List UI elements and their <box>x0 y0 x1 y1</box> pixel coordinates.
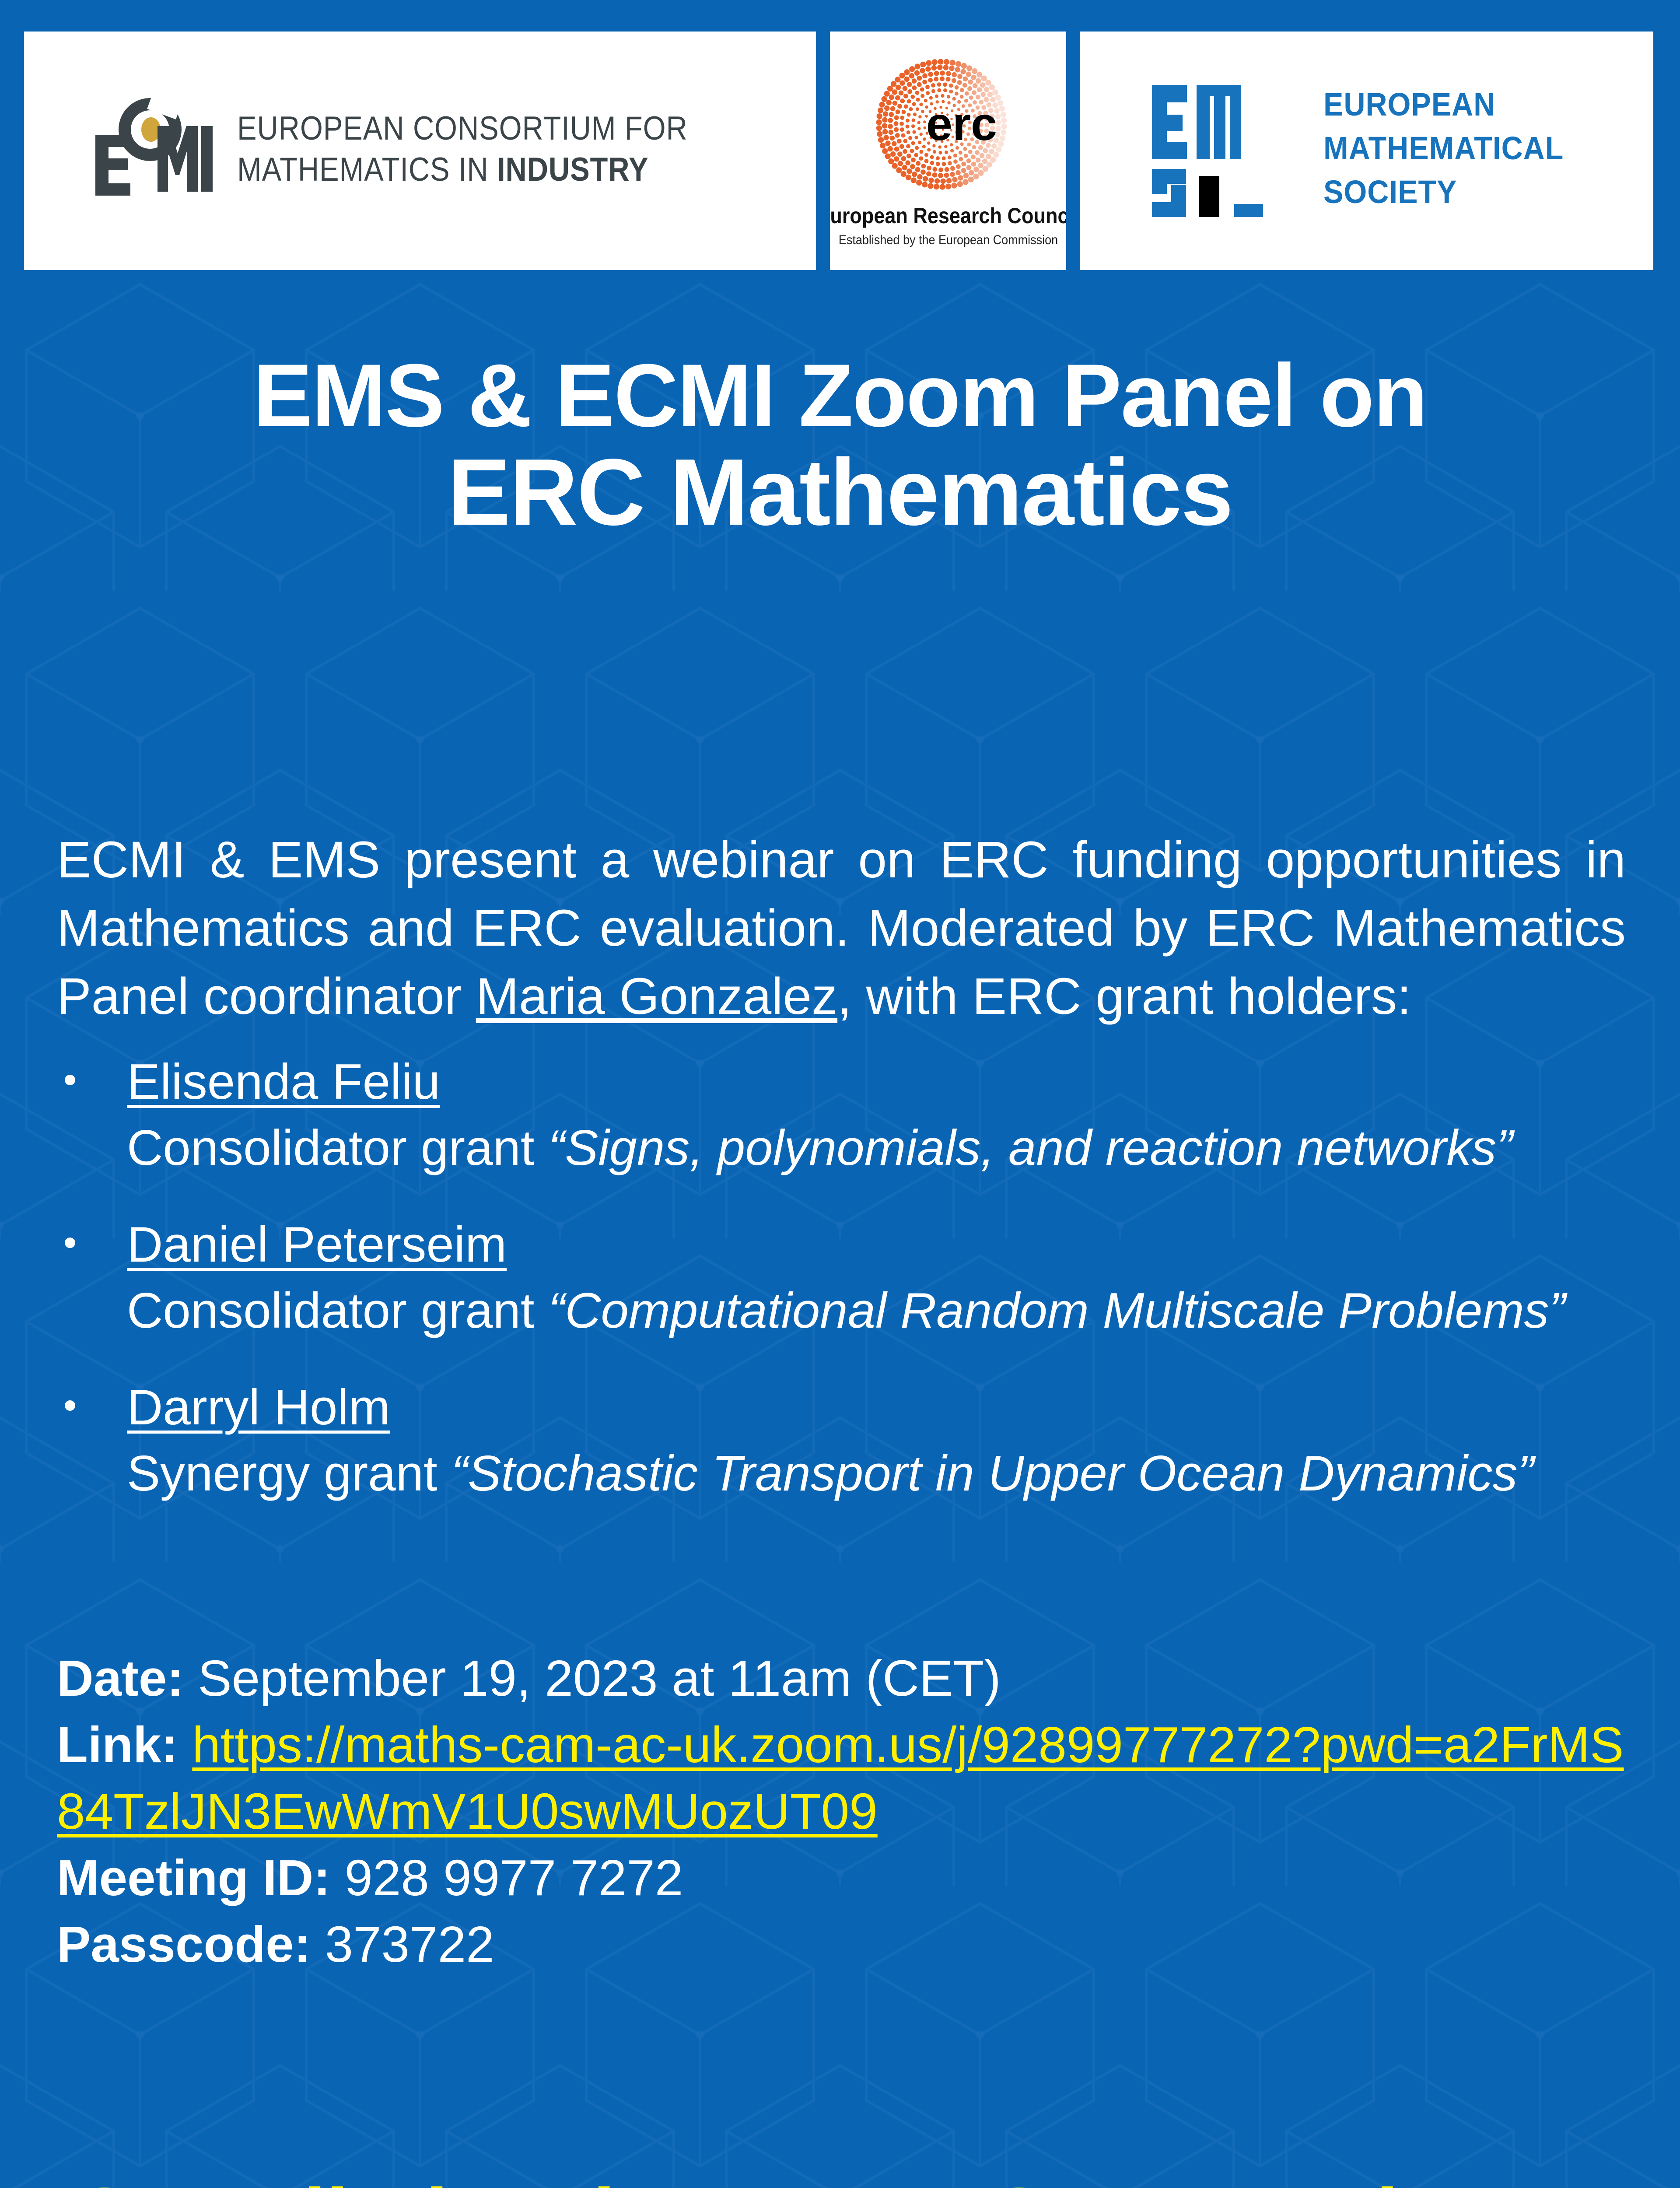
link-label: Link: <box>57 1716 178 1773</box>
svg-text:erc: erc <box>926 97 997 150</box>
intro-text-part1: ECMI & EMS present a webinar on ERC fund… <box>57 831 1626 1025</box>
ecmi-logo: EUROPEAN CONSORTIUM FOR MATHEMATICS IN I… <box>24 32 816 270</box>
erc-logo: erc European Research Council Establishe… <box>830 32 1066 270</box>
meeting-id-label: Meeting ID: <box>57 1849 331 1906</box>
panelist-grant: Consolidator grant “Computational Random… <box>127 1279 1626 1343</box>
logo-strip: EUROPEAN CONSORTIUM FOR MATHEMATICS IN I… <box>24 32 1656 270</box>
title-line-2: ERC Mathematics <box>447 439 1234 545</box>
detail-date: Date: September 19, 2023 at 11am (CET) <box>57 1645 1641 1712</box>
ecmi-tagline-line2-normal: MATHEMATICS IN <box>237 151 497 188</box>
detail-meeting-id: Meeting ID: 928 9977 7272 <box>57 1845 1641 1911</box>
title-line-1: EMS & ECMI Zoom Panel on <box>253 346 1428 445</box>
handle-ems[interactable]: @euromathsoc <box>976 2177 1566 2188</box>
list-item: Daniel Peterseim Consolidator grant “Com… <box>57 1213 1626 1343</box>
moderator-name: Maria Gonzalez <box>476 967 838 1025</box>
panelist-grant-type: Consolidator grant <box>127 1120 535 1176</box>
panelist-project-title: “Stochastic Transport in Upper Ocean Dyn… <box>451 1446 1534 1502</box>
detail-link: Link: https://maths-cam-ac-uk.zoom.us/j/… <box>57 1712 1641 1845</box>
panelist-grant: Synergy grant “Stochastic Transport in U… <box>127 1441 1626 1506</box>
ecmi-mark-icon <box>95 95 213 196</box>
meeting-id-value: 928 9977 7272 <box>330 1849 683 1906</box>
ems-logo: EUROPEAN MATHEMATICAL SOCIETY <box>1080 32 1653 270</box>
erc-dot-spiral-icon: erc <box>876 58 1007 190</box>
date-value: September 19, 2023 at 11am (CET) <box>184 1650 1001 1707</box>
zoom-meeting-link[interactable]: https://maths-cam-ac-uk.zoom.us/j/928997… <box>57 1716 1624 1840</box>
page-title: EMS & ECMI Zoom Panel on ERC Mathematics <box>0 350 1680 540</box>
ems-name-line1: EUROPEAN <box>1323 86 1496 123</box>
panelist-name: Elisenda Feliu <box>127 1054 441 1110</box>
detail-passcode: Passcode: 373722 <box>57 1911 1641 1978</box>
panelist-grant-type: Synergy grant <box>127 1446 438 1502</box>
intro-paragraph: ECMI & EMS present a webinar on ERC fund… <box>57 826 1626 1031</box>
bullet-dot-icon <box>65 1075 75 1085</box>
bullet-dot-icon <box>65 1238 75 1248</box>
erc-subtitle: Established by the European Commission <box>838 232 1058 247</box>
panelist-list: Elisenda Feliu Consolidator grant “Signs… <box>57 1050 1626 1539</box>
panelist-project-title: “Computational Random Multiscale Problem… <box>548 1283 1566 1339</box>
ems-name-line3: SOCIETY <box>1323 173 1457 210</box>
social-handles: @ecmiindmath @euromathsoc <box>0 2177 1680 2188</box>
ecmi-tagline-line1: EUROPEAN CONSORTIUM FOR <box>237 109 688 147</box>
ecmi-tagline-line2: MATHEMATICS IN INDUSTRY <box>237 153 688 186</box>
list-item: Elisenda Feliu Consolidator grant “Signs… <box>57 1050 1626 1181</box>
passcode-label: Passcode: <box>57 1915 311 1973</box>
ems-name-line2: MATHEMATICAL <box>1323 130 1564 166</box>
panelist-name: Daniel Peterseim <box>127 1217 507 1273</box>
erc-title: European Research Council <box>830 203 1066 228</box>
handle-ecmi[interactable]: @ecmiindmath <box>61 2177 976 2188</box>
event-details: Date: September 19, 2023 at 11am (CET) L… <box>57 1645 1641 1978</box>
ems-mark-icon <box>1152 84 1264 217</box>
intro-text-part2: , with ERC grant holders: <box>837 967 1411 1025</box>
panelist-grant: Consolidator grant “Signs, polynomials, … <box>127 1116 1626 1181</box>
list-item: Darryl Holm Synergy grant “Stochastic Tr… <box>57 1376 1626 1506</box>
panelist-grant-type: Consolidator grant <box>127 1283 535 1339</box>
panelist-name: Darryl Holm <box>127 1380 390 1436</box>
bullet-dot-icon <box>65 1400 75 1411</box>
date-label: Date: <box>57 1650 184 1707</box>
ecmi-tagline-line2-bold: INDUSTRY <box>497 151 649 188</box>
panelist-project-title: “Signs, polynomials, and reaction networ… <box>548 1120 1513 1176</box>
passcode-value: 373722 <box>311 1915 494 1973</box>
